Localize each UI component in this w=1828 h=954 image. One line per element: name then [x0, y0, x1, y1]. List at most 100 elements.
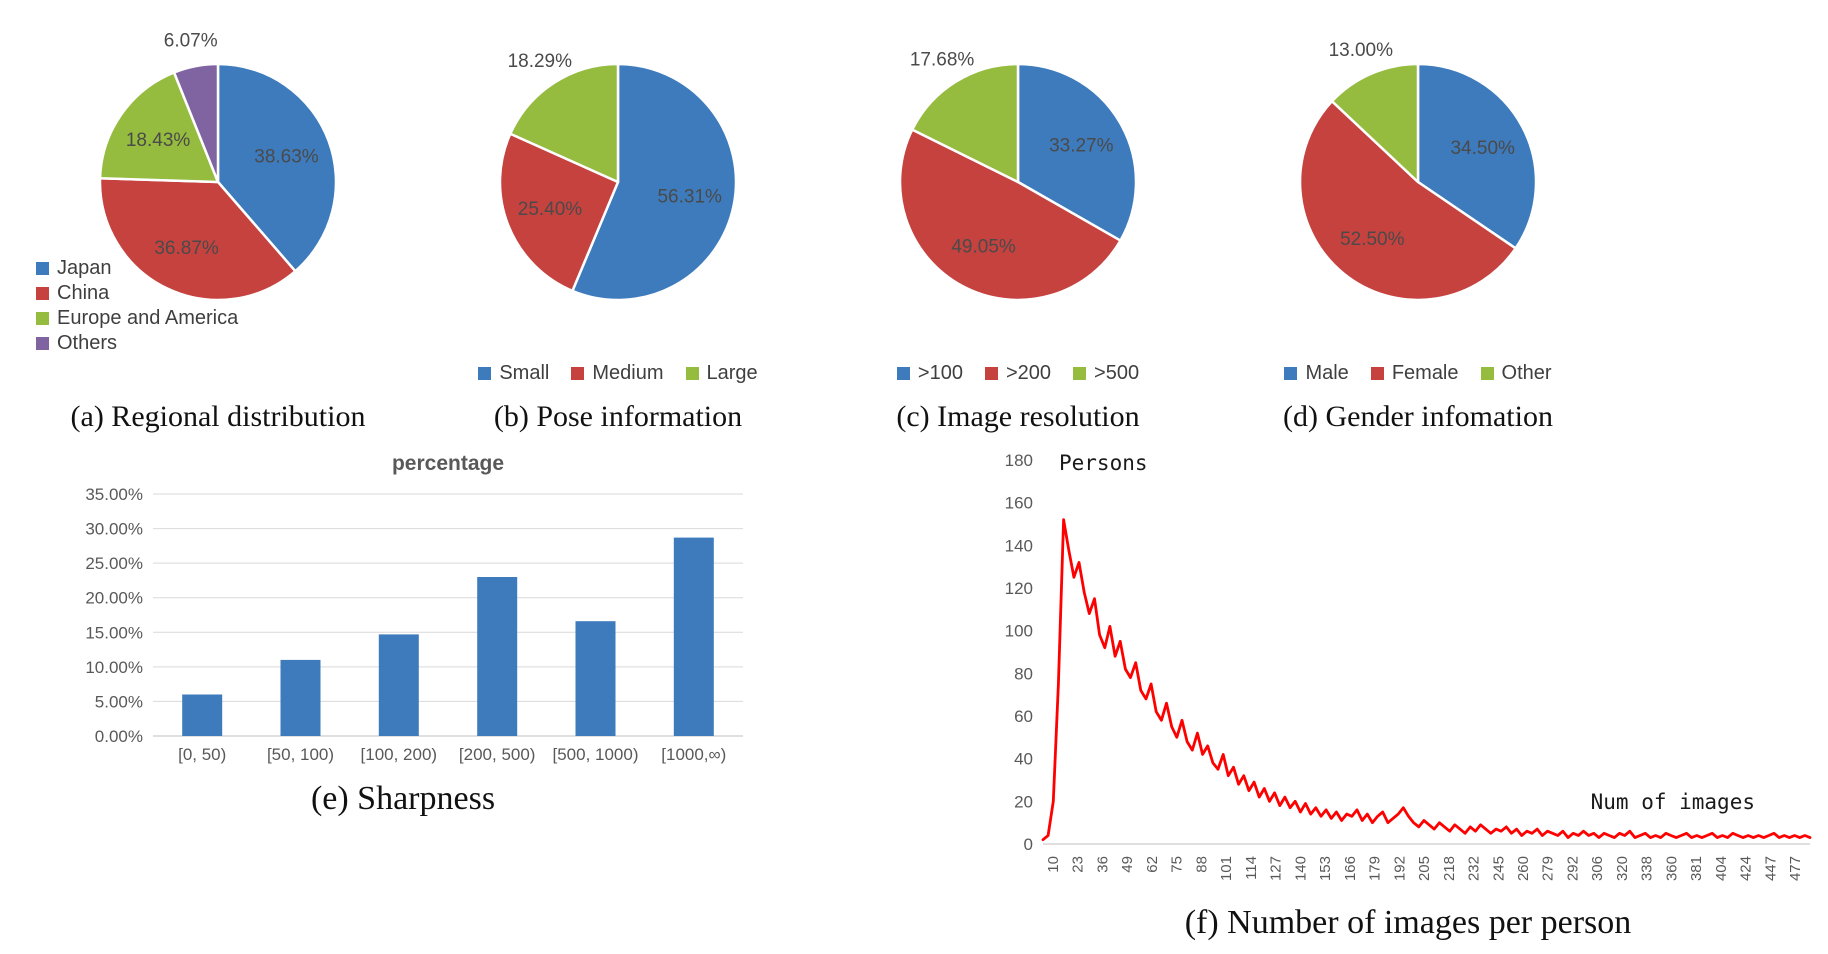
- legend-item-female: Female: [1370, 361, 1459, 386]
- pie-slice-female: [1298, 99, 1517, 302]
- x-tick-label: 75: [1169, 856, 1186, 873]
- pie-slice-other: [1330, 62, 1420, 184]
- x-tick-label: [1000,∞): [661, 745, 726, 764]
- x-tick-label: 306: [1589, 856, 1606, 881]
- legend-item-others: Others: [36, 331, 117, 356]
- chart-image-resolution: 33.27% 49.05% 17.68% >100 >200 >500 (c) Imag…: [818, 14, 1218, 434]
- bar-200-500: [477, 577, 518, 736]
- pie-slice-china: [98, 177, 297, 302]
- bottom-charts-row: percentage 0.00% 5.00% 10.00% 15.00% 20.00% 25…: [18, 444, 1828, 942]
- pie-value-label: 17.68%: [910, 50, 975, 71]
- x-tick-label: 62: [1144, 856, 1161, 873]
- x-tick-label: 205: [1416, 856, 1433, 881]
- pie-pose-information-svg: 56.31% 25.40% 18.29%: [498, 51, 738, 302]
- x-tick-label: 260: [1515, 856, 1532, 881]
- bar-1000: [673, 537, 714, 736]
- pie-slice-large: [509, 62, 620, 184]
- pie-value-label: 13.00%: [1329, 40, 1394, 61]
- y-tick-label: 180: [1005, 451, 1033, 470]
- y-tick-label: 40: [1014, 750, 1033, 769]
- x-tick-label: 192: [1391, 856, 1408, 881]
- bar-0-50: [182, 694, 223, 736]
- bar-100-200: [378, 634, 419, 736]
- x-tick-label: 49: [1119, 856, 1136, 873]
- y-tick-label: 20: [1014, 792, 1033, 811]
- chart-images-per-person: 0 20 40 60 80 100 120 140 160 180 Persons Num of im…: [988, 444, 1828, 942]
- pie-value-label: 18.29%: [508, 51, 573, 72]
- bar-500-1000: [575, 621, 616, 736]
- legend-swatch-female: [1370, 367, 1384, 380]
- pie-value-label: 49.05%: [951, 237, 1016, 258]
- pie-value-label: 6.07%: [164, 31, 218, 52]
- caption-sharpness: (e) Sharpness: [310, 780, 496, 817]
- x-tick-label: 232: [1466, 856, 1483, 881]
- caption-pose-information: (b) Pose information: [493, 400, 743, 433]
- x-tick-label: 320: [1614, 856, 1631, 881]
- pie-value-label: 18.43%: [126, 130, 191, 151]
- y-tick-label: 35.00%: [85, 485, 143, 504]
- legend-item-500: >500: [1073, 361, 1139, 386]
- legend-label: Large: [706, 362, 758, 384]
- y-tick-label: 10.00%: [85, 658, 143, 677]
- x-tick-label: [100, 200): [361, 745, 438, 764]
- pie-value-label: 25.40%: [518, 199, 583, 220]
- legend-item-large: Large: [685, 361, 758, 386]
- legend-swatch-100: [896, 367, 910, 380]
- x-tick-label: [50, 100): [267, 745, 334, 764]
- pie-slice-japan: [216, 62, 338, 273]
- x-tick-label: 153: [1317, 856, 1334, 881]
- chart-sharpness: percentage 0.00% 5.00% 10.00% 15.00% 20.00% 25…: [40, 444, 766, 942]
- legend-label: >500: [1094, 362, 1140, 384]
- legend-label: Medium: [592, 362, 664, 384]
- legend-image-resolution: >100 >200 >500: [818, 304, 1218, 400]
- pie-value-label: 33.27%: [1049, 135, 1114, 156]
- legend-swatch-small: [478, 367, 492, 380]
- y-tick-label: 0: [1024, 835, 1033, 854]
- legend-swatch-other: [1480, 367, 1494, 380]
- legend-swatch-medium: [571, 367, 585, 380]
- caption-image-resolution: (c) Image resolution: [896, 400, 1140, 433]
- pie-image-resolution-svg: 33.27% 49.05% 17.68%: [898, 50, 1138, 302]
- pie-slice-medium: [498, 132, 620, 293]
- legend-label: Others: [57, 332, 118, 354]
- x-tick-label: 447: [1762, 856, 1779, 881]
- legend-item-small: Small: [478, 361, 549, 386]
- x-tick-label: 338: [1639, 856, 1656, 881]
- y-axis-title: Persons: [1059, 451, 1148, 475]
- y-tick-label: 80: [1014, 664, 1033, 683]
- legend-item-200: >200: [984, 361, 1052, 386]
- x-tick-label: 424: [1738, 856, 1755, 881]
- legend-label: Male: [1305, 362, 1349, 384]
- pie-slice-500: [911, 62, 1020, 184]
- bar-chart-title: percentage: [392, 452, 504, 475]
- y-tick-label: 15.00%: [85, 623, 143, 642]
- x-tick-label: 245: [1490, 856, 1507, 881]
- x-tick-label: [200, 500): [459, 745, 536, 764]
- pie-slice-small: [571, 62, 738, 302]
- x-tick-label: 36: [1094, 856, 1111, 873]
- legend-label: Small: [499, 362, 550, 384]
- x-axis-title: Num of images: [1591, 790, 1755, 814]
- legend-item-medium: Medium: [571, 361, 664, 386]
- caption-regional-distribution: (a) Regional distribution: [70, 400, 366, 433]
- x-tick-label: 381: [1688, 856, 1705, 881]
- chart-regional-distribution: 38.63% 36.87% 18.43% 6.07% Japan China Europe…: [18, 14, 418, 434]
- legend-label: >200: [1005, 362, 1052, 384]
- pie-charts-row: 38.63% 36.87% 18.43% 6.07% Japan China Europe…: [18, 14, 1628, 434]
- legend-swatch-europe-and-america: [36, 312, 49, 325]
- legend-label: Japan: [57, 257, 112, 279]
- bar-50-100: [280, 659, 321, 736]
- x-tick-label: 218: [1441, 856, 1458, 881]
- legend-gender-information: Male Female Other: [1218, 304, 1618, 400]
- pie-gender-information-svg: 34.50% 52.50% 13.00%: [1298, 40, 1538, 302]
- legend-swatch-500: [1073, 367, 1087, 380]
- x-tick-label: [0, 50): [178, 745, 226, 764]
- pie-value-label: 34.50%: [1450, 138, 1515, 159]
- legend-swatch-japan: [36, 262, 49, 275]
- pie-value-label: 56.31%: [657, 186, 722, 207]
- y-tick-label: 0.00%: [95, 727, 143, 746]
- legend-item-other: Other: [1480, 361, 1552, 386]
- pie-value-label: 52.50%: [1340, 229, 1405, 250]
- pie-slice-100: [1016, 62, 1138, 242]
